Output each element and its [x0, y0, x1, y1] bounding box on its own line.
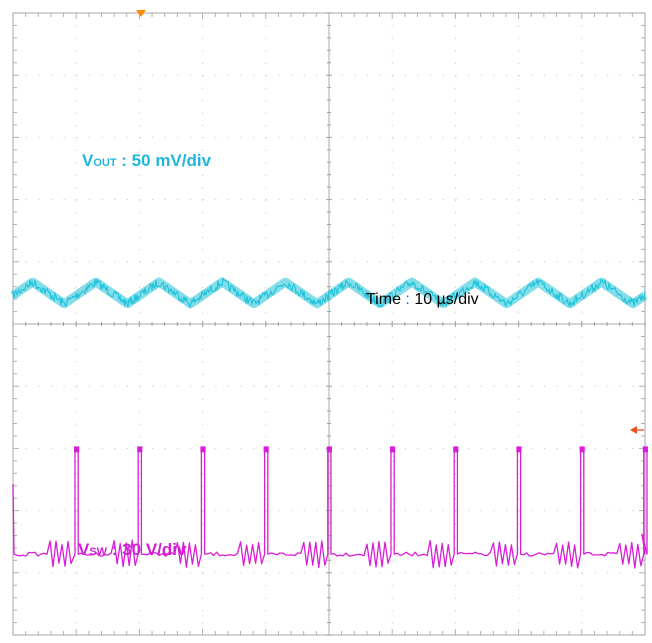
vsw-label-sub: SW	[89, 546, 108, 558]
markers	[136, 10, 644, 434]
vsw-label: VSW : 30 V/div	[78, 540, 186, 560]
vsw-pulse-top	[579, 446, 585, 453]
vsw-pulse-top	[263, 446, 269, 453]
vsw-label-main: V	[78, 540, 90, 559]
vout-scale: : 50 mV/div	[116, 151, 212, 170]
vsw-pulse-top	[200, 446, 206, 453]
trigger-position-marker	[136, 10, 146, 17]
vsw-trace	[12, 447, 648, 569]
vsw-pulse-top	[390, 446, 396, 453]
vsw-pulse-top	[326, 446, 332, 453]
timebase-title: Time	[366, 291, 401, 308]
timebase-separator: :	[400, 291, 415, 308]
vout-label-sub: OUT	[93, 157, 117, 169]
vout-label: VOUT : 50 mV/div	[82, 151, 211, 171]
vout-label-main: V	[82, 151, 94, 170]
timebase-label: Time : 10 µs/div	[366, 291, 479, 309]
vsw-pulse-top	[642, 446, 648, 453]
traces	[9, 276, 649, 569]
vsw-pulse-top	[74, 446, 80, 453]
vsw-pulse-top	[516, 446, 522, 453]
timebase-value: 10 µs/div	[414, 291, 479, 308]
vsw-scale: : 30 V/div	[107, 540, 187, 559]
vsw-pulse-top	[137, 446, 143, 453]
trigger-level-arrow	[630, 426, 637, 434]
vsw-pulse-top	[453, 446, 459, 453]
vout-trace	[12, 276, 646, 310]
